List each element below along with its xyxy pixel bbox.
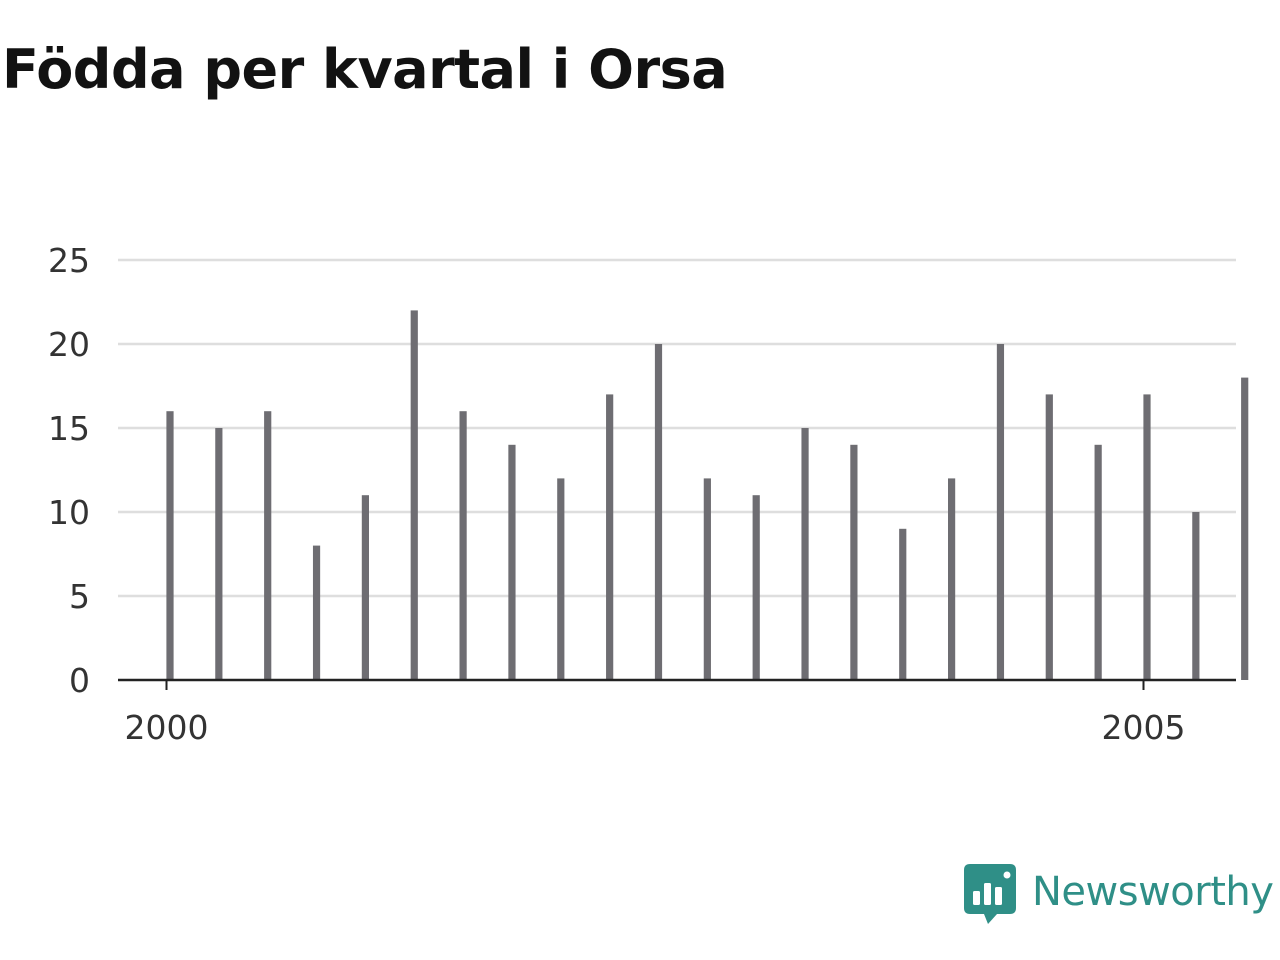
bar [361, 495, 369, 680]
y-tick-label-20: 20 [48, 325, 90, 364]
bar [1192, 512, 1200, 680]
bar [312, 545, 321, 680]
bar [654, 344, 663, 680]
y-tick-label-0: 0 [69, 661, 90, 700]
bar [557, 478, 565, 680]
brand-name: Newsworthy [1032, 869, 1274, 915]
x-axis [118, 678, 1236, 690]
bars [166, 310, 1249, 680]
x-axis-tick-labels: 200020052010201520202025 [125, 708, 1186, 747]
bar [166, 411, 174, 680]
y-tick-label-25: 25 [48, 241, 90, 280]
bar [1241, 377, 1249, 680]
y-tick-label-15: 15 [48, 409, 90, 448]
bar [899, 528, 907, 680]
bar [752, 495, 760, 680]
bar [1094, 444, 1102, 680]
y-tick-label-10: 10 [48, 493, 90, 532]
bar [410, 310, 418, 680]
y-tick-label-5: 5 [69, 577, 90, 616]
y-axis-tick-labels: 0 5 10 15 20 25 [48, 241, 90, 700]
brand-logo: Newsworthy [964, 864, 1274, 926]
bar [801, 428, 809, 680]
gridlines [118, 258, 1236, 598]
bar [996, 344, 1005, 680]
bar [850, 444, 858, 680]
chart-title: Födda per kvartal i Orsa [2, 38, 728, 101]
bar [606, 394, 614, 680]
bar [948, 478, 956, 680]
bar [1143, 394, 1151, 680]
x-tick-label-2005: 2005 [1102, 708, 1186, 747]
bar [264, 411, 272, 680]
bar [215, 428, 223, 680]
bar [703, 478, 711, 680]
bar [1045, 394, 1053, 680]
bar [459, 411, 467, 680]
newsworthy-logo-icon [964, 864, 1016, 924]
x-tick-label-2000: 2000 [125, 708, 209, 747]
bar [508, 444, 516, 680]
